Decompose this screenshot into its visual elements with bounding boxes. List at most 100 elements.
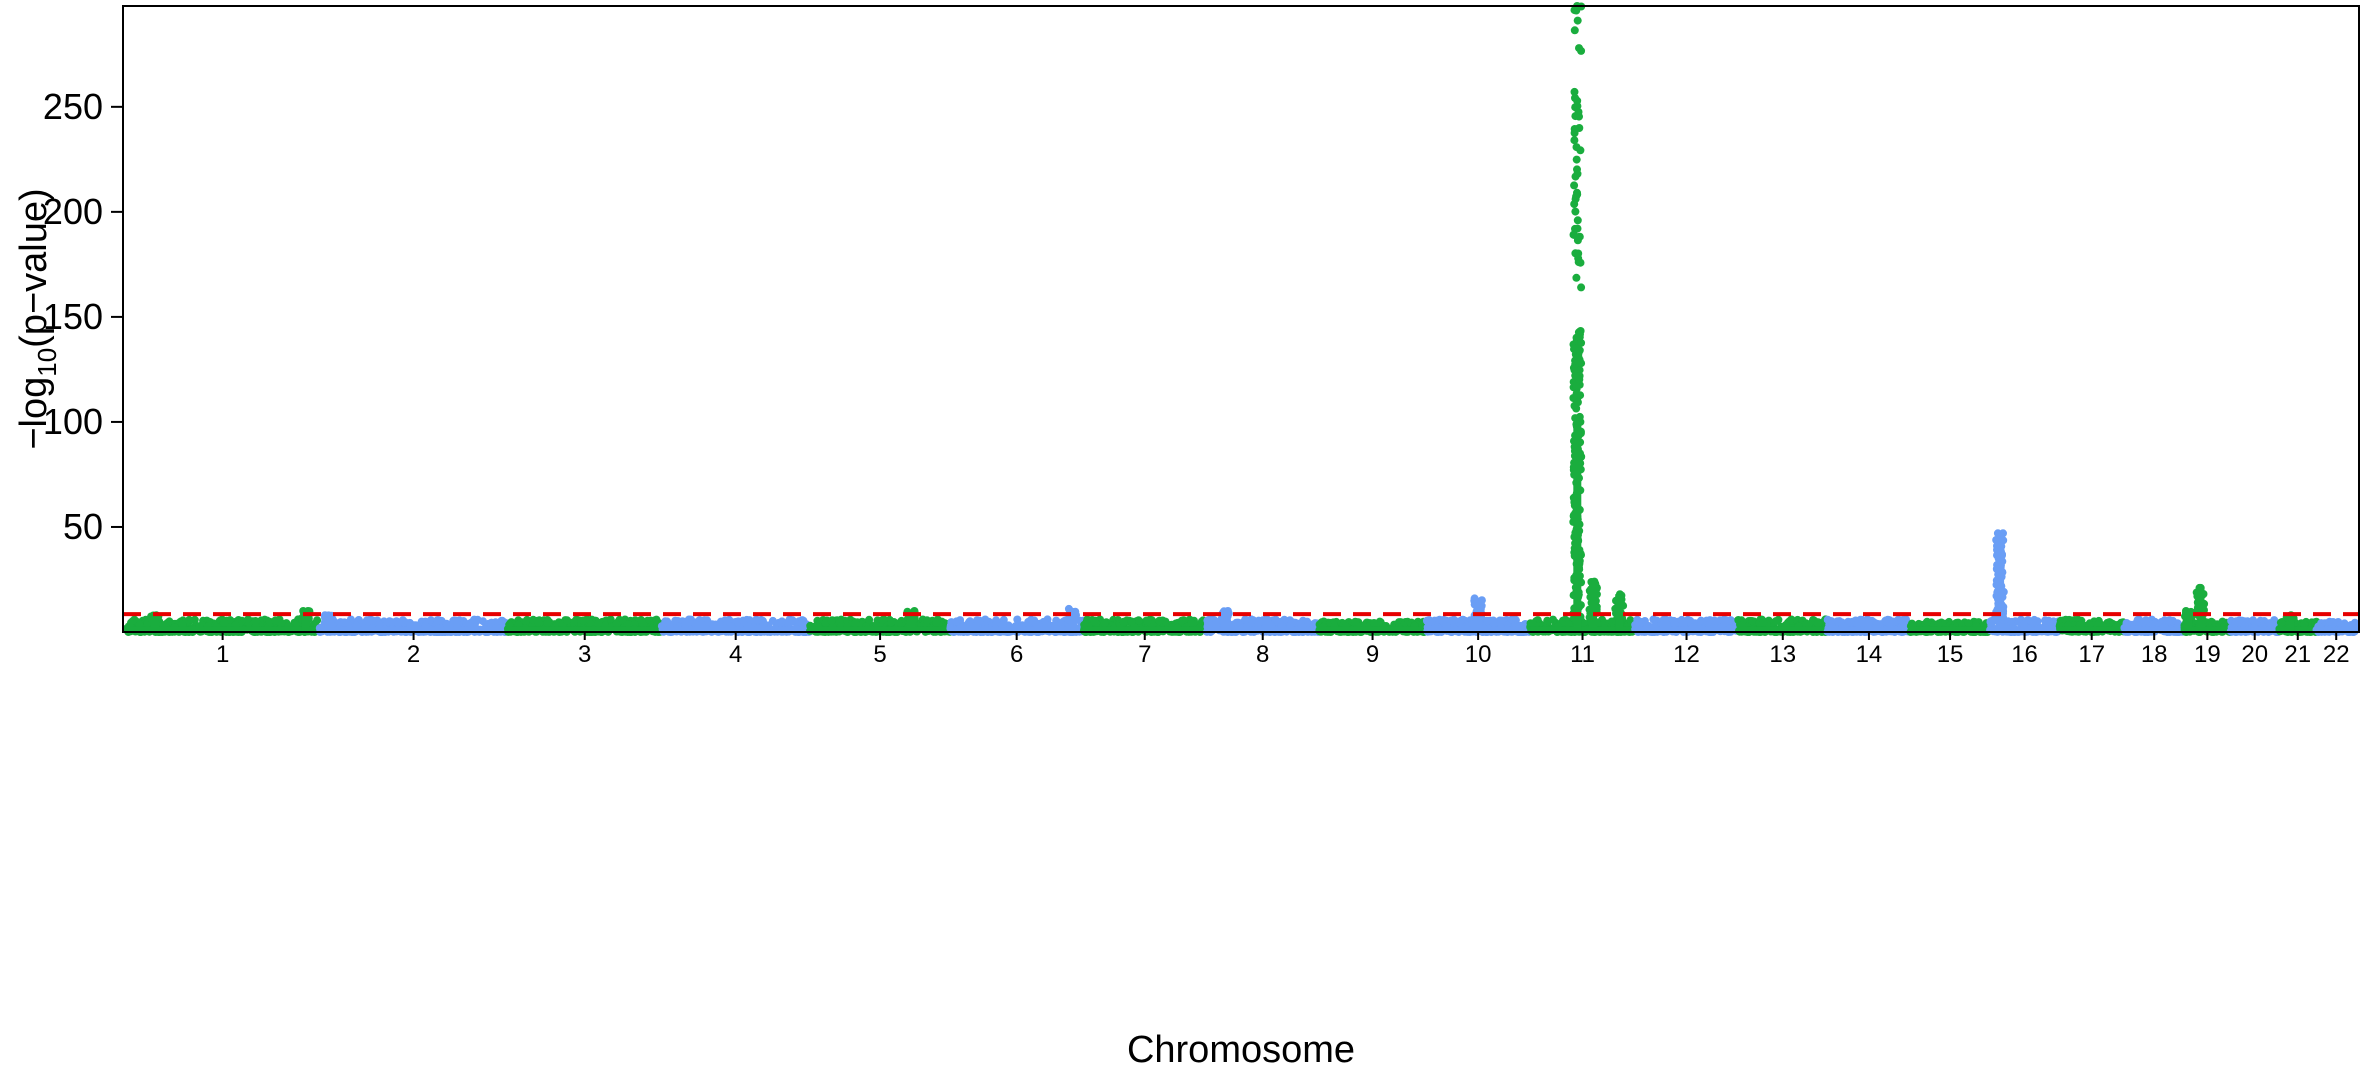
snp-point (452, 616, 461, 625)
snp-point (1425, 617, 1433, 626)
snp-peak-point (1573, 224, 1582, 233)
snp-point (1024, 617, 1033, 626)
snp-density-band (1319, 626, 1427, 632)
chromosome-2-points (315, 611, 512, 636)
snp-peak-point (1577, 338, 1586, 347)
snp-point (827, 617, 836, 626)
snp-peak-point (1570, 136, 1579, 145)
snp-point (923, 616, 931, 625)
snp-point (543, 619, 552, 628)
snp-peak-point (1570, 200, 1579, 209)
snp-point (178, 620, 187, 629)
snp-point (1013, 615, 1022, 624)
snp-point (661, 618, 670, 627)
snp-point (1351, 617, 1360, 626)
snp-point (1564, 620, 1573, 629)
snp-point (569, 618, 578, 627)
snp-point (399, 617, 408, 626)
snp-peak-point (1575, 112, 1583, 121)
snp-point (1964, 619, 1973, 628)
snp-peak-point (1570, 87, 1579, 96)
snp-point (1528, 619, 1537, 628)
snp-density-band (507, 626, 662, 632)
snp-point (529, 615, 538, 624)
snp-density-band (950, 626, 1083, 632)
snp-point (1119, 617, 1128, 626)
snp-point (1263, 615, 1272, 624)
snp-point (798, 618, 807, 627)
snp-peak-point (1574, 258, 1583, 267)
snp-point (1256, 617, 1265, 626)
snp-point (1889, 617, 1898, 626)
snp-peak-point (1573, 216, 1582, 225)
snp-point (1846, 618, 1855, 627)
snp-point (487, 618, 496, 627)
peak-column (301, 611, 310, 632)
snp-point (563, 616, 571, 625)
snp-point (1083, 615, 1092, 624)
snp-point (1241, 615, 1250, 624)
snp-point (442, 619, 451, 628)
snp-point (340, 618, 349, 627)
snp-peak-point (1573, 16, 1582, 25)
snp-peak-point (1571, 207, 1580, 216)
snp-peak-point (1575, 375, 1584, 384)
snp-peak-point (1572, 143, 1581, 152)
snp-peak-point (1572, 273, 1581, 282)
snp-peak-point (1572, 155, 1581, 164)
peak-column (1573, 421, 1582, 632)
snp-density-band (1530, 626, 1635, 632)
snp-point (745, 616, 754, 625)
snp-point (1370, 619, 1378, 627)
data-points (122, 2, 2360, 636)
snp-point (671, 616, 680, 625)
snp-peak-point (1570, 181, 1579, 190)
snp-point (2028, 617, 2037, 626)
snp-peak-point (1573, 165, 1581, 174)
snp-point (768, 616, 777, 625)
snp-point (1507, 615, 1516, 624)
snp-point (1127, 617, 1136, 626)
snp-point (1134, 616, 1143, 625)
snp-point (522, 617, 530, 626)
snp-density-band (1083, 626, 1207, 632)
snp-peak-point (1577, 283, 1586, 292)
chromosome-11-points (1526, 2, 1639, 636)
snp-point (785, 615, 794, 624)
peak-column (324, 615, 333, 632)
snp-point (1187, 618, 1196, 627)
snp-point (952, 617, 961, 626)
snp-point (1669, 616, 1678, 625)
snp-point (1448, 616, 1457, 625)
snp-point (1249, 616, 1257, 625)
snp-point (1090, 617, 1099, 626)
snp-point (1100, 619, 1109, 628)
snp-point (696, 619, 705, 627)
snp-peak-point (1572, 389, 1581, 398)
snp-point (594, 619, 603, 628)
peak-column (151, 615, 159, 632)
snp-point (388, 618, 397, 627)
snp-point (851, 619, 860, 628)
snp-density-band (661, 626, 810, 632)
peak-column (1589, 581, 1597, 632)
snp-peak-point (1570, 26, 1579, 35)
snp-point (1161, 617, 1170, 626)
snp-peak-point (1574, 358, 1583, 367)
snp-peak-point (1572, 192, 1581, 201)
snp-peak-point (1571, 94, 1579, 102)
snp-peak-point (1570, 129, 1579, 137)
snp-point (1813, 619, 1822, 628)
snp-density-band (1206, 626, 1319, 632)
snp-density-band (319, 626, 508, 632)
snp-peak-point (1575, 44, 1583, 53)
snp-point (1543, 616, 1552, 625)
snp-point (220, 618, 229, 627)
snp-density-band (809, 626, 951, 632)
peak-column (1221, 611, 1230, 632)
chromosome-16-points (1986, 529, 2063, 636)
peak-column (1996, 533, 2005, 632)
snp-point (1771, 617, 1780, 626)
snp-point (887, 618, 896, 627)
